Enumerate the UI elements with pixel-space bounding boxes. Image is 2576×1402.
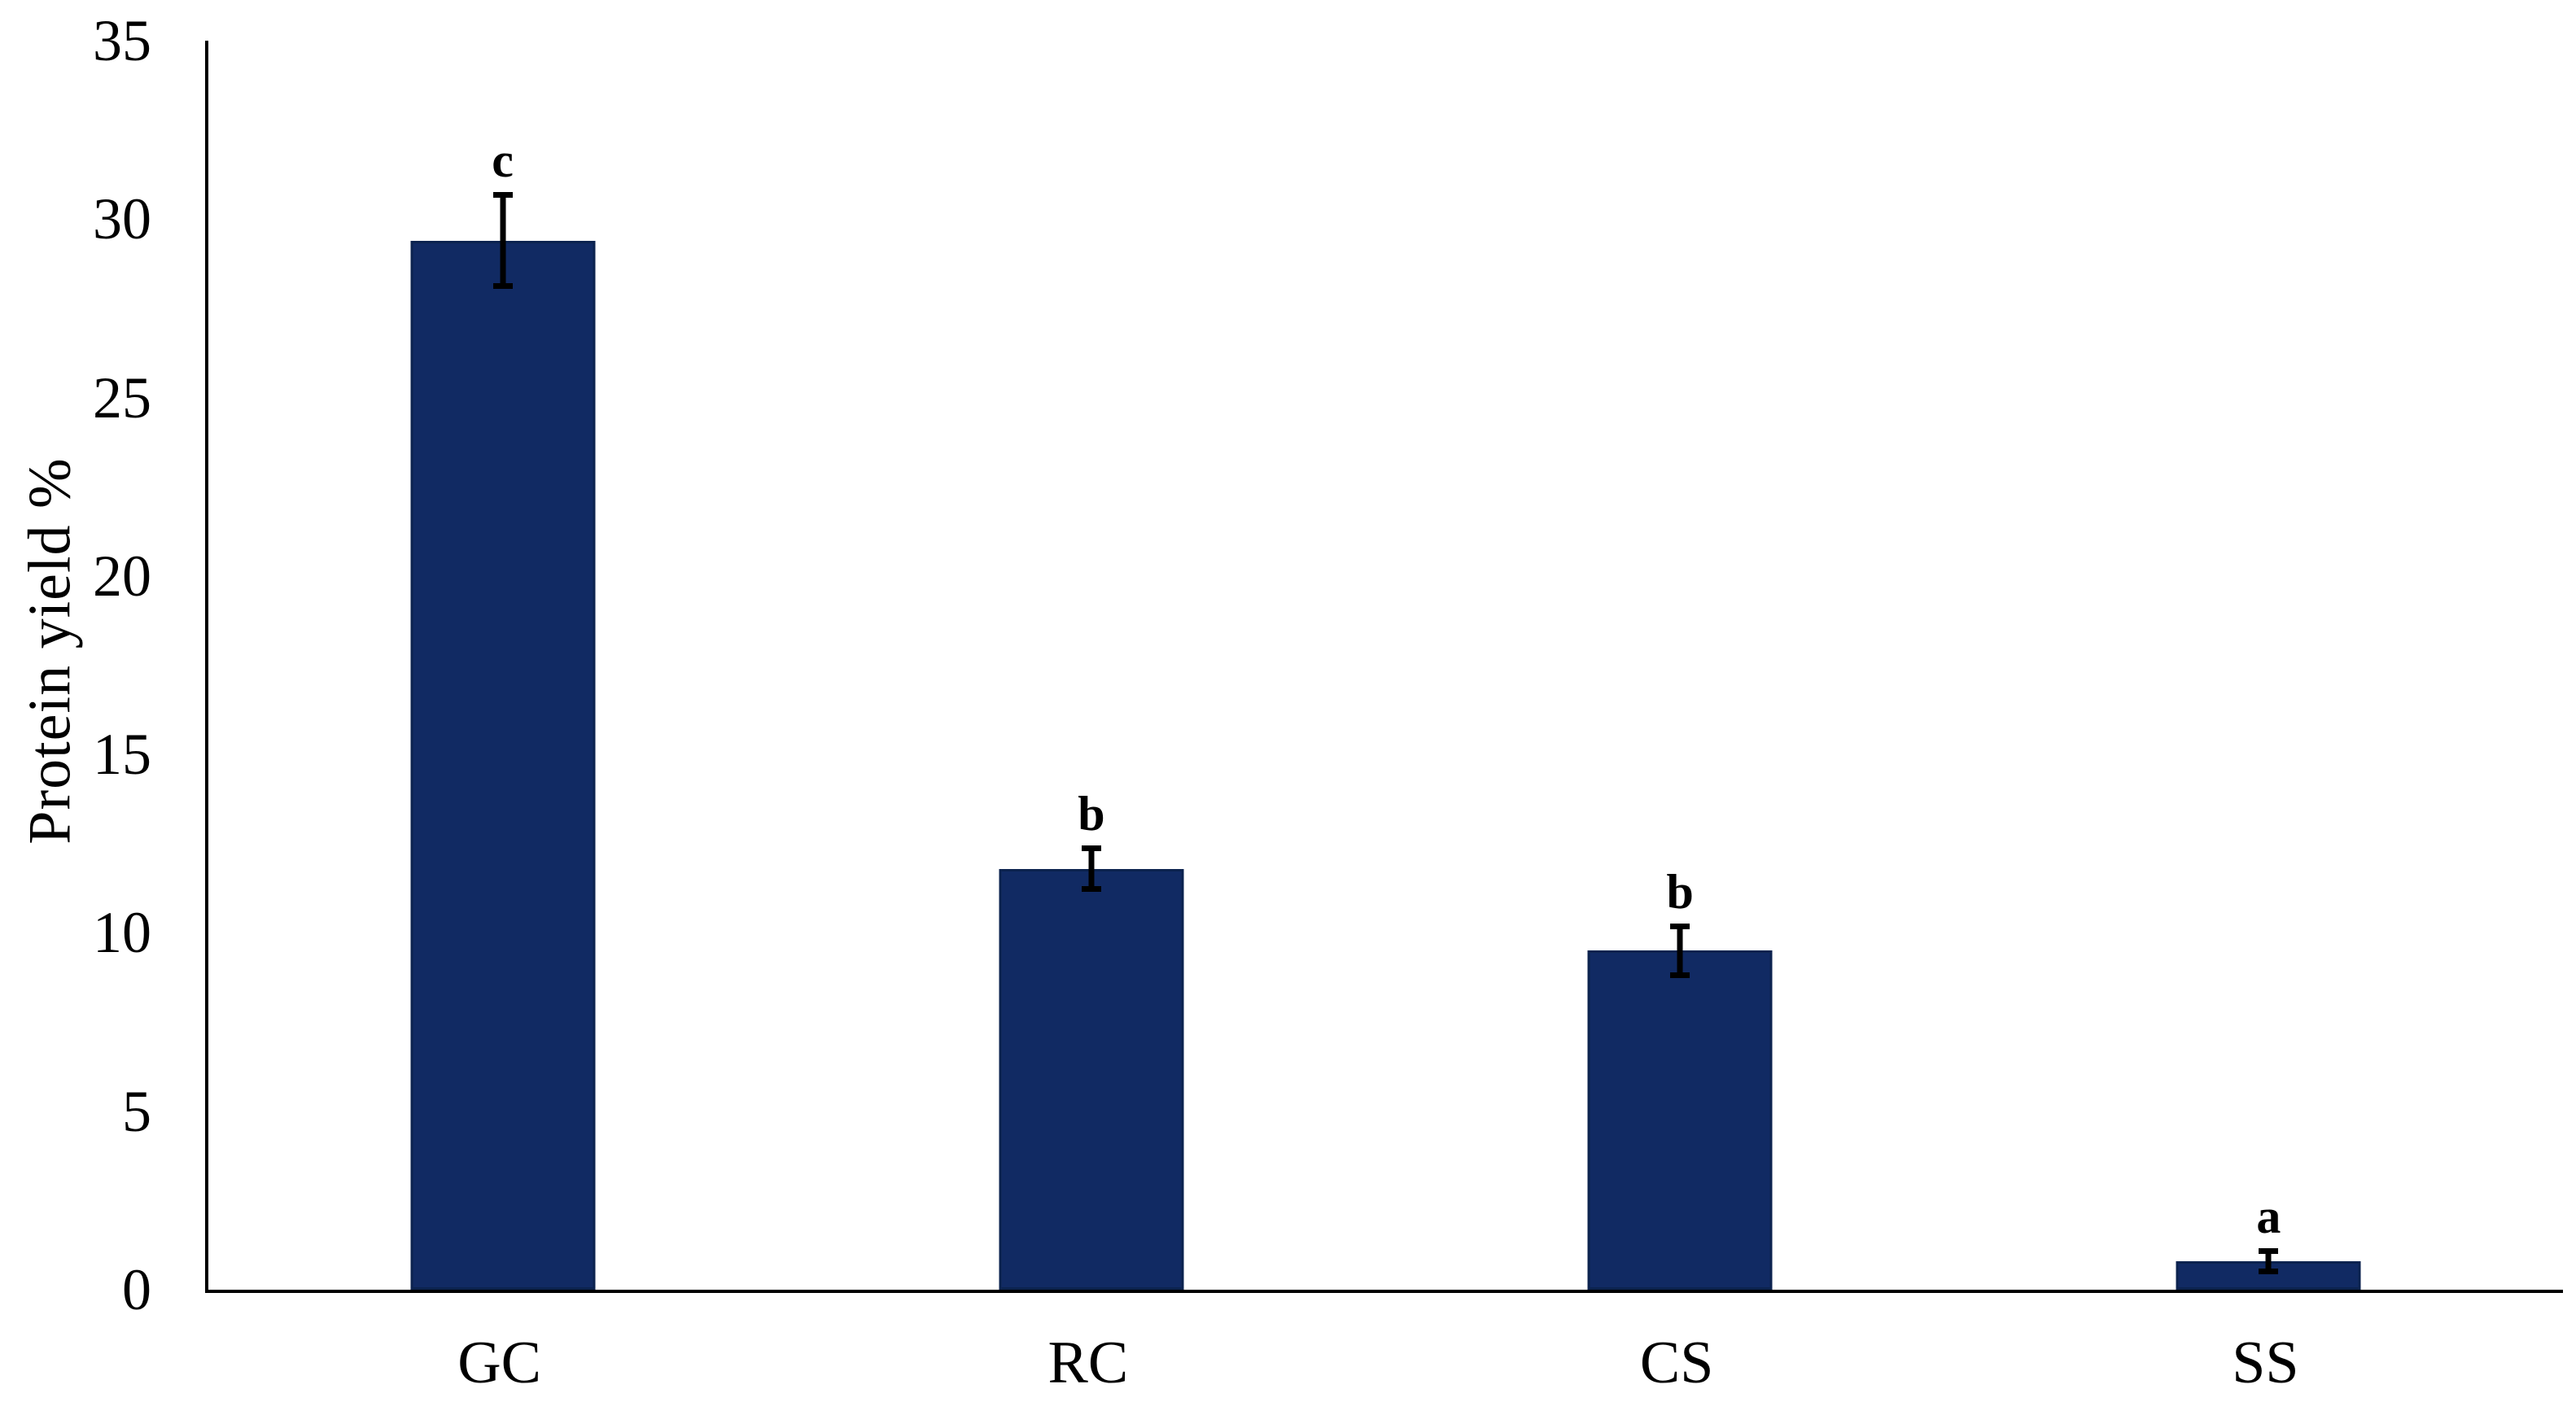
error-bar-SS	[2265, 1254, 2272, 1269]
error-bar-CS	[1677, 929, 1683, 972]
x-category-label-CS: CS	[1639, 1330, 1714, 1396]
bar-GC	[410, 240, 596, 1290]
y-tick-label: 0	[122, 1257, 151, 1322]
x-category-label-GC: GC	[457, 1330, 542, 1396]
error-cap-bottom-GC	[492, 283, 513, 290]
bar-CS	[1587, 950, 1773, 1290]
plot-area: c b b a	[205, 41, 2563, 1293]
y-tick-label: 20	[93, 543, 151, 609]
error-cap-top-RC	[1081, 845, 1101, 851]
error-cap-bottom-SS	[2259, 1268, 2279, 1274]
error-cap-top-CS	[1670, 924, 1690, 930]
error-cap-bottom-CS	[1670, 972, 1690, 978]
y-axis-title: Protein yield %	[16, 457, 84, 845]
y-tick-label: 30	[93, 186, 151, 252]
y-tick-label: 25	[93, 365, 151, 430]
y-tick-label: 10	[93, 900, 151, 966]
significance-letter-RC: b	[1078, 786, 1105, 841]
y-tick-label: 15	[93, 722, 151, 788]
x-category-label-SS: SS	[2232, 1330, 2299, 1396]
error-cap-top-GC	[492, 191, 513, 198]
bar-RC	[999, 868, 1184, 1290]
y-tick-label: 35	[93, 8, 151, 73]
significance-letter-GC: c	[492, 133, 514, 187]
error-bar-GC	[500, 197, 506, 284]
y-tick-label: 5	[122, 1078, 151, 1144]
x-category-label-RC: RC	[1047, 1330, 1129, 1396]
error-cap-bottom-RC	[1081, 886, 1101, 893]
significance-letter-SS: a	[2256, 1190, 2281, 1244]
error-bar-RC	[1088, 850, 1095, 887]
significance-letter-CS: b	[1666, 865, 1694, 919]
error-cap-top-SS	[2259, 1248, 2279, 1255]
